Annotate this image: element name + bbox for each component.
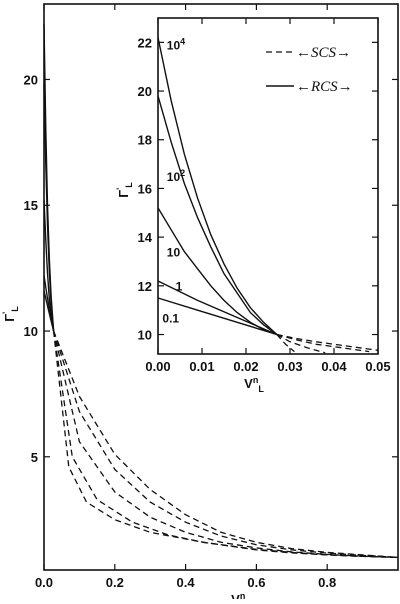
- inset-panel-xtick-label: 0.01: [189, 359, 214, 374]
- legend-label-rcs: ←RCS→: [296, 79, 353, 95]
- inset-panel-series-5: [276, 333, 379, 351]
- main-panel-ylabel: Γ'L: [1, 306, 20, 322]
- inset-panel-ytick-label: 12: [138, 279, 152, 294]
- inset-panel-ytick-label: 22: [138, 35, 152, 50]
- inset-panel-series-4: [157, 297, 278, 336]
- main-panel-ytick-label: 5: [31, 450, 38, 465]
- inset-panel-curve-label: 0.1: [162, 311, 179, 325]
- inset-panel-series-8: [276, 334, 295, 353]
- inset-panel-ytick-label: 16: [138, 181, 152, 196]
- main-panel-ytick-label: 10: [24, 324, 38, 339]
- main-panel-series-9: [52, 330, 399, 559]
- main-panel-xtick-label: 0.8: [318, 575, 336, 590]
- inset-panel-frame: [157, 17, 379, 355]
- inset-panel-xtick-label: 0.05: [365, 359, 390, 374]
- main-panel-frame: [43, 3, 399, 571]
- main-panel: 0.0 0.2 0.4 0.6 0.8 5 10 15 20 VnL Γ'L: [1, 3, 399, 604]
- inset-panel-curve-label: 10: [167, 246, 181, 260]
- inset-panel-xlabel: VnL: [244, 375, 264, 394]
- inset-panel-series-1: [157, 95, 278, 336]
- inset-panel: 0.00 0.01 0.02 0.03 0.04 0.05 10 12 14 16 18 20 22 Vn…: [115, 17, 391, 394]
- inset-panel-curve-label: 102: [167, 168, 185, 184]
- main-panel-xtick-label: 0.0: [35, 575, 53, 590]
- inset-panel-curve-label: 104: [167, 37, 185, 53]
- inset-panel-series-7: [276, 333, 326, 354]
- main-panel-xlabel: VnL: [231, 591, 251, 599]
- inset-panel-xtick-label: 0.02: [233, 359, 258, 374]
- main-panel-series-7: [52, 330, 399, 559]
- inset-panel-ylabel: Γ'L: [115, 182, 134, 198]
- main-panel-series-4: [43, 290, 55, 332]
- inset-panel-series-3: [157, 280, 278, 336]
- main-panel-series-5: [52, 330, 399, 559]
- main-panel-ytick-label: 20: [24, 72, 38, 87]
- main-panel-ytick-label: 15: [24, 198, 38, 213]
- main-panel-xtick-label: 0.2: [106, 575, 124, 590]
- inset-panel-xtick-label: 0.04: [321, 359, 347, 374]
- inset-panel-ytick-label: 14: [138, 230, 153, 245]
- inset-panel-ytick-label: 10: [138, 328, 152, 343]
- inset-panel-xtick-label: 0.03: [277, 359, 302, 374]
- main-panel-series-1: [43, 84, 55, 332]
- inset-panel-curve-label: 1: [176, 280, 183, 294]
- main-panel-xtick-label: 0.6: [247, 575, 265, 590]
- inset-panel-series-6: [276, 333, 370, 353]
- inset-panel-series-0: [157, 37, 278, 336]
- inset-panel-xtick-label: 0.00: [145, 359, 170, 374]
- legend-label-scs: ←SCS→: [296, 45, 351, 61]
- inset-background: [158, 18, 378, 354]
- main-panel-xtick-label: 0.4: [177, 575, 196, 590]
- inset-panel-ytick-label: 20: [138, 84, 152, 99]
- inset-panel-ytick-label: 18: [138, 133, 152, 148]
